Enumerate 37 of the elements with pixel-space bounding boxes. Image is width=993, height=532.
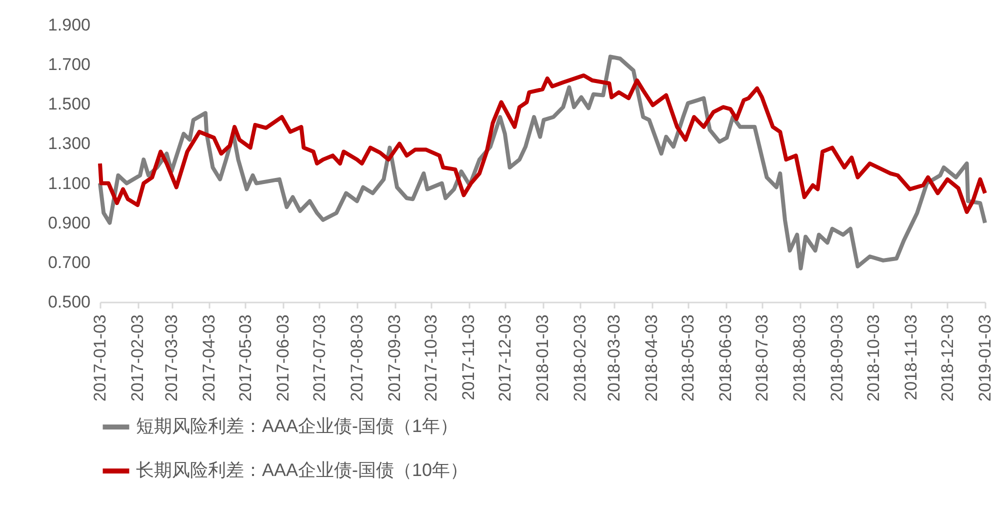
x-tick-label: 2018-06-03: [716, 314, 736, 402]
x-tick-label: 2017-05-03: [236, 314, 255, 402]
y-tick-label: 0.500: [48, 292, 90, 312]
y-tick-label: 1.100: [48, 174, 90, 193]
x-tick-label: 2018-09-03: [828, 314, 847, 402]
line-series: [98, 73, 987, 214]
legend-label: 短期风险利差：AAA企业债-国债（1年）: [136, 416, 458, 436]
x-tick-label: 2018-07-03: [752, 314, 772, 402]
x-tick-label: 2017-07-03: [310, 314, 329, 402]
y-tick-label: 1.500: [48, 94, 90, 114]
x-tick-label: 2017-08-03: [348, 314, 367, 402]
x-tick-label: 2018-04-03: [642, 314, 662, 402]
x-tick-label: 2018-05-03: [678, 314, 698, 402]
x-tick-label: 2018-01-03: [533, 314, 552, 402]
y-tick-label: 1.300: [48, 134, 90, 154]
x-tick-label: 2017-11-03: [459, 314, 478, 400]
x-tick-label: 2018-08-03: [790, 314, 810, 402]
x-tick-label: 2018-10-03: [864, 314, 883, 402]
x-tick-label: 2017-01-03: [90, 314, 110, 402]
x-tick-label: 2017-12-03: [495, 314, 514, 402]
x-tick-label: 2019-01-03: [976, 314, 993, 402]
y-tick-label: 0.900: [48, 213, 90, 232]
y-tick-label: 0.700: [48, 252, 90, 272]
x-tick-label: 2017-02-03: [128, 314, 148, 402]
y-tick-label: 1.900: [48, 16, 90, 34]
x-tick-label: 2018-03-03: [604, 314, 624, 402]
x-tick-label: 2018-02-03: [570, 314, 590, 402]
x-tick-label: 2017-04-03: [200, 314, 219, 402]
y-tick-label: 1.700: [48, 55, 90, 74]
x-tick-label: 2017-06-03: [274, 314, 293, 402]
legend-label: 长期风险利差：AAA企业债-国债（10年）: [136, 460, 468, 480]
line-series: [98, 54, 987, 270]
x-tick-label: 2017-09-03: [385, 314, 404, 402]
x-tick-label: 2017-03-03: [162, 314, 182, 402]
x-tick-label: 2017-10-03: [421, 314, 440, 402]
x-tick-label: 2018-11-03: [902, 314, 921, 400]
x-tick-label: 2018-12-03: [938, 314, 957, 402]
